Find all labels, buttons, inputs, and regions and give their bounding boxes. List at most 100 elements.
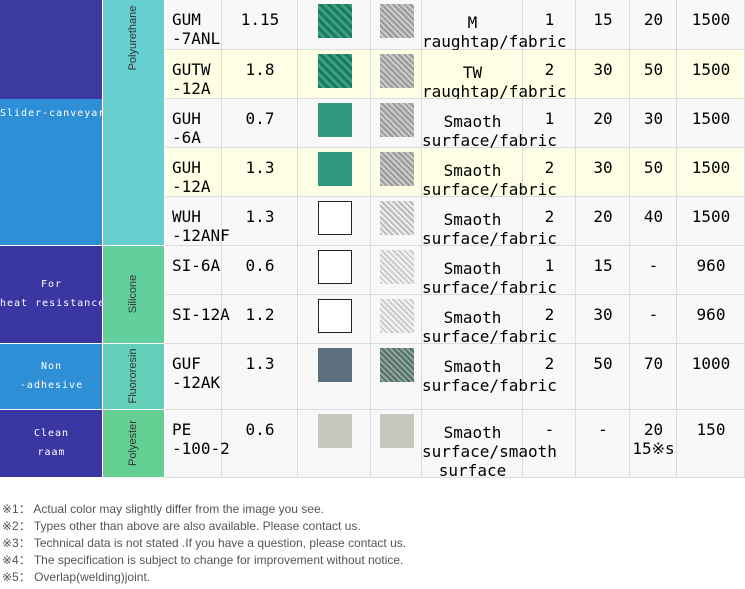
application-label: For: [40, 278, 63, 290]
application-cell: Non -adhesive: [0, 344, 103, 410]
table-cell: [422, 0, 523, 50]
surface-swatch: [318, 250, 352, 284]
back-swatch: [380, 4, 414, 38]
material-cell: Polyester: [103, 410, 165, 478]
table-cell: [165, 344, 222, 410]
cell-text: surface: [438, 461, 507, 480]
cell-text: Smaoth: [443, 308, 502, 327]
table-cell: [677, 99, 745, 148]
table-cell: [523, 148, 576, 197]
application-label: heat resistance: [0, 297, 106, 309]
cell-text: -7ANL: [172, 29, 221, 48]
table-cell: [630, 50, 677, 99]
table-cell: [576, 295, 630, 344]
surface-swatch: [318, 414, 352, 448]
cell-text: TW: [462, 63, 483, 82]
cell-text: 50: [643, 60, 664, 79]
cell-text: -: [648, 305, 659, 324]
surface-swatch: [318, 54, 352, 88]
value: 960: [696, 305, 726, 324]
value: 1: [544, 256, 555, 275]
value: 20: [593, 207, 613, 226]
cell-text: -12A: [172, 79, 211, 98]
table-cell: [523, 295, 576, 344]
table-cell: [422, 344, 523, 410]
table-cell: [677, 50, 745, 99]
value: 150: [696, 420, 726, 439]
cell-text: 70: [643, 354, 664, 373]
table-cell: [523, 344, 576, 410]
cell-text: -: [648, 256, 659, 275]
table-cell: [165, 246, 222, 295]
table-cell: [422, 50, 523, 99]
table-cell: [523, 99, 576, 148]
surface-swatch: [318, 299, 352, 333]
table-cell: [222, 50, 298, 99]
back-swatch: [380, 348, 414, 382]
back-swatch: [380, 103, 414, 137]
thickness: 0.7: [245, 109, 275, 128]
table-cell: [630, 410, 677, 478]
cell-text: Smaoth: [443, 112, 502, 131]
thickness: 1.15: [240, 10, 280, 29]
table-cell: [677, 197, 745, 246]
value: 15: [593, 256, 613, 275]
surface-swatch: [318, 103, 352, 137]
value: -: [598, 420, 608, 439]
table-cell: [165, 148, 222, 197]
cell-text: surface/fabric: [422, 278, 557, 297]
footnote: ※3： Technical data is not stated .If you…: [2, 536, 407, 550]
value: 1500: [691, 10, 731, 29]
cell-text: WUH: [172, 207, 201, 226]
material-cell: Silicone: [103, 246, 165, 344]
cell-text: GUH: [172, 109, 201, 128]
application-label: -adhesive: [19, 379, 84, 391]
cell-text: surface/smaoth: [422, 442, 557, 461]
table-cell: [677, 410, 745, 478]
application-label: Non: [40, 360, 63, 372]
cell-text: 15※s: [632, 439, 675, 458]
cell-text: raughtap/fabric: [422, 32, 567, 51]
table-cell: [222, 197, 298, 246]
table-cell: [523, 197, 576, 246]
table-cell: [576, 50, 630, 99]
table-cell: [523, 246, 576, 295]
value: 1500: [691, 109, 731, 128]
table-cell: [422, 99, 523, 148]
table-cell: [576, 246, 630, 295]
value: 1000: [691, 354, 731, 373]
value: 30: [593, 305, 613, 324]
cell-text: -12A: [172, 177, 211, 196]
material-cell: Polyurethane: [103, 0, 165, 246]
footnote: ※5： Overlap(welding)joint.: [2, 570, 151, 584]
table-cell: [222, 148, 298, 197]
cell-text: GUTW: [172, 60, 211, 79]
cell-text: GUH: [172, 158, 201, 177]
table-cell: [576, 0, 630, 50]
value: 2: [544, 354, 555, 373]
cell-text: surface/fabric: [422, 376, 557, 395]
table-cell: [523, 0, 576, 50]
value: 30: [593, 158, 613, 177]
cell-text: GUF: [172, 354, 201, 373]
cell-text: PE: [172, 420, 192, 439]
back-swatch: [380, 152, 414, 186]
back-swatch: [380, 414, 414, 448]
table-cell: [422, 295, 523, 344]
application-label: Clean: [33, 427, 70, 439]
table-cell: [677, 246, 745, 295]
value: 20: [593, 109, 613, 128]
table-cell: [630, 344, 677, 410]
material-label: Polyurethane: [127, 5, 139, 71]
table-cell: [222, 99, 298, 148]
table-cell: [222, 0, 298, 50]
table-cell: [165, 99, 222, 148]
material-cell: Fluororesin: [103, 344, 165, 410]
table-cell: [630, 295, 677, 344]
cell-text: SI-12A: [172, 305, 230, 324]
thickness: 1.8: [245, 60, 275, 79]
table-cell: [576, 344, 630, 410]
application-cell: Clean raam: [0, 410, 103, 478]
cell-text: M: [467, 13, 478, 32]
value: 2: [544, 305, 555, 324]
